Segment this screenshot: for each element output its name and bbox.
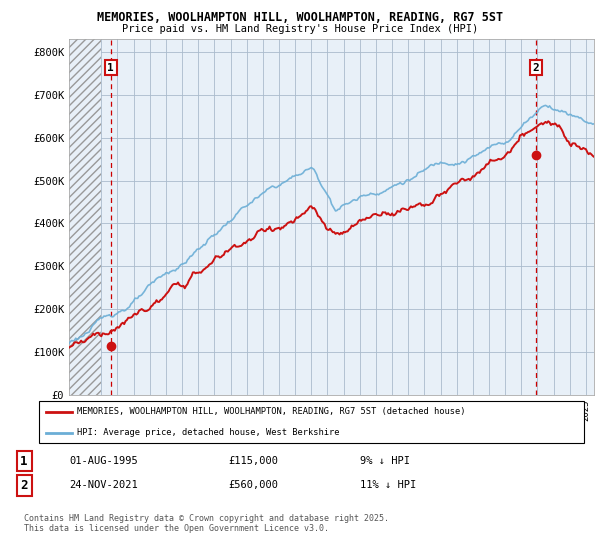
Text: 2: 2 — [20, 479, 28, 492]
Text: Contains HM Land Registry data © Crown copyright and database right 2025.
This d: Contains HM Land Registry data © Crown c… — [24, 514, 389, 534]
Text: 2: 2 — [532, 63, 539, 73]
Text: 24-NOV-2021: 24-NOV-2021 — [69, 480, 138, 490]
Text: 1: 1 — [20, 455, 28, 468]
Text: 9% ↓ HPI: 9% ↓ HPI — [360, 456, 410, 466]
FancyBboxPatch shape — [39, 401, 584, 444]
Text: HPI: Average price, detached house, West Berkshire: HPI: Average price, detached house, West… — [77, 428, 340, 437]
Text: £115,000: £115,000 — [228, 456, 278, 466]
Text: 1: 1 — [107, 63, 114, 73]
Text: 11% ↓ HPI: 11% ↓ HPI — [360, 480, 416, 490]
Text: 01-AUG-1995: 01-AUG-1995 — [69, 456, 138, 466]
Text: MEMORIES, WOOLHAMPTON HILL, WOOLHAMPTON, READING, RG7 5ST (detached house): MEMORIES, WOOLHAMPTON HILL, WOOLHAMPTON,… — [77, 407, 466, 416]
Text: Price paid vs. HM Land Registry's House Price Index (HPI): Price paid vs. HM Land Registry's House … — [122, 24, 478, 34]
Bar — [69, 39, 101, 395]
Text: £560,000: £560,000 — [228, 480, 278, 490]
Text: MEMORIES, WOOLHAMPTON HILL, WOOLHAMPTON, READING, RG7 5ST: MEMORIES, WOOLHAMPTON HILL, WOOLHAMPTON,… — [97, 11, 503, 24]
